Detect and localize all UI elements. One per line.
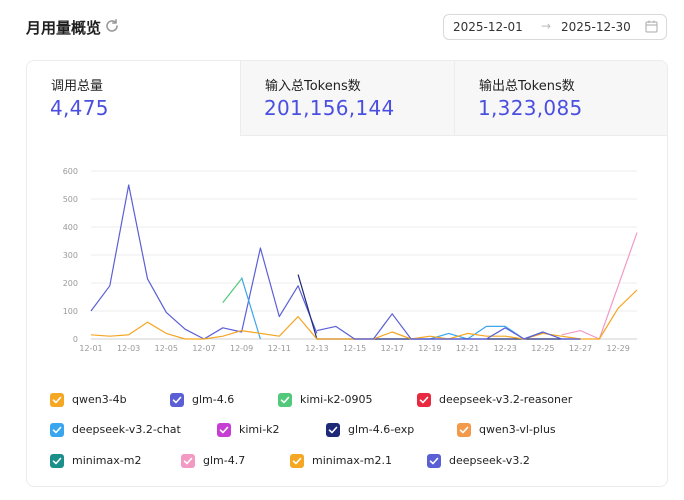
tab-total-calls[interactable]: 调用总量 4,475: [27, 61, 240, 135]
y-tick-label: 0: [73, 335, 78, 344]
x-tick-label: 12-05: [155, 344, 178, 353]
x-tick-label: 12-07: [192, 344, 215, 353]
tab-label: 输出总Tokens数: [479, 79, 575, 94]
checkbox-icon[interactable]: [290, 454, 304, 468]
checkbox-icon[interactable]: [170, 393, 184, 407]
y-tick-label: 200: [63, 279, 78, 288]
date-range-arrow: →: [541, 19, 552, 33]
legend-label: glm-4.7: [203, 454, 246, 467]
x-tick-label: 12-01: [79, 344, 102, 353]
legend-label: qwen3-4b: [72, 393, 127, 406]
checkbox-icon[interactable]: [50, 454, 64, 468]
header: 月用量概览 2025-12-01 → 2025-12-30: [26, 14, 667, 42]
page-title: 月用量概览: [26, 19, 102, 37]
legend-label: glm-4.6-exp: [348, 423, 415, 436]
x-tick-label: 12-25: [531, 344, 554, 353]
y-tick-label: 400: [63, 223, 78, 232]
tab-output-tokens[interactable]: 输出总Tokens数 1,323,085: [454, 61, 667, 136]
series-line-glm-4.7: [561, 232, 638, 340]
checkbox-icon[interactable]: [181, 454, 195, 468]
series-line-glm-4.6: [90, 184, 318, 340]
x-tick-label: 12-11: [268, 344, 291, 353]
metric-tabs: 调用总量 4,475 输入总Tokens数 201,156,144 输出总Tok…: [27, 61, 667, 136]
legend-label: qwen3-vl-plus: [479, 423, 556, 436]
checkbox-icon[interactable]: [50, 393, 64, 407]
legend-label: minimax-m2: [72, 454, 142, 467]
legend-label: glm-4.6: [192, 393, 235, 406]
x-tick-label: 12-21: [456, 344, 479, 353]
tab-label: 调用总量: [51, 79, 104, 94]
checkbox-icon[interactable]: [326, 423, 340, 437]
series-line-kimi-k2-0905: [222, 278, 243, 303]
tab-input-tokens[interactable]: 输入总Tokens数 201,156,144: [240, 61, 455, 136]
checkbox-icon[interactable]: [217, 423, 231, 437]
legend-label: deepseek-v3.2-chat: [72, 423, 181, 436]
checkbox-icon[interactable]: [417, 393, 431, 407]
tab-value: 4,475: [50, 96, 109, 120]
tab-value: 1,323,085: [478, 96, 583, 120]
legend-label: minimax-m2.1: [312, 454, 392, 467]
x-tick-label: 12-09: [230, 344, 253, 353]
calendar-icon[interactable]: [645, 20, 658, 33]
legend-label: kimi-k2: [239, 423, 280, 436]
checkbox-icon[interactable]: [427, 454, 441, 468]
y-tick-label: 300: [63, 251, 78, 260]
tab-label: 输入总Tokens数: [265, 79, 361, 94]
series-line-minimax-m2.1: [90, 289, 638, 340]
tab-value: 201,156,144: [264, 96, 395, 120]
date-range-picker[interactable]: 2025-12-01 → 2025-12-30: [443, 14, 667, 40]
legend-label: deepseek-v3.2: [449, 454, 530, 467]
checkbox-icon[interactable]: [278, 393, 292, 407]
checkbox-icon[interactable]: [50, 423, 64, 437]
y-tick-label: 500: [63, 195, 78, 204]
checkbox-icon[interactable]: [457, 423, 471, 437]
date-range-end[interactable]: 2025-12-30: [561, 20, 631, 34]
usage-card: 调用总量 4,475 输入总Tokens数 201,156,144 输出总Tok…: [26, 60, 668, 487]
x-tick-label: 12-13: [305, 344, 328, 353]
x-tick-label: 12-03: [117, 344, 140, 353]
y-tick-label: 100: [63, 307, 78, 316]
legend-label: kimi-k2-0905: [300, 393, 373, 406]
date-range-start[interactable]: 2025-12-01: [453, 20, 523, 34]
x-tick-label: 12-15: [343, 344, 366, 353]
x-tick-label: 12-17: [381, 344, 404, 353]
x-tick-label: 12-29: [607, 344, 630, 353]
refresh-icon[interactable]: [104, 18, 120, 34]
legend-label: deepseek-v3.2-reasoner: [439, 393, 573, 406]
x-tick-label: 12-19: [418, 344, 441, 353]
series-line-deepseek-v3.2-chat: [241, 277, 562, 340]
x-tick-label: 12-23: [494, 344, 517, 353]
x-tick-label: 12-27: [569, 344, 592, 353]
y-tick-label: 600: [63, 167, 78, 176]
series-line-deepseek-v3.2: [316, 313, 581, 340]
